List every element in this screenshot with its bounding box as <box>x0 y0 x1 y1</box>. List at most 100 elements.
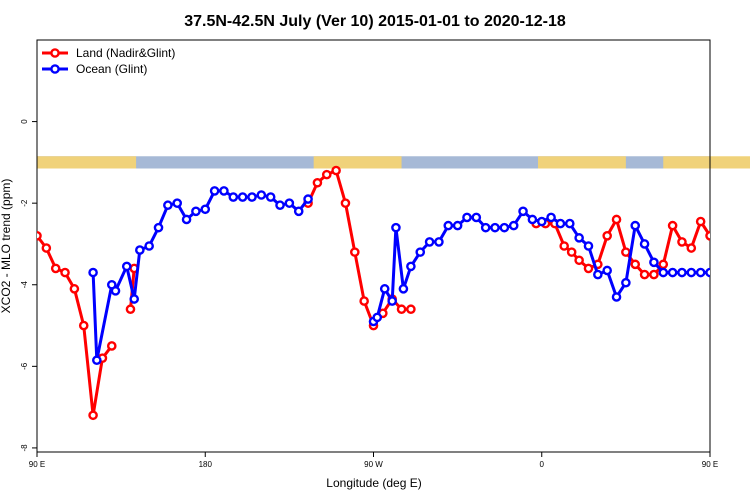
legend-marker-land <box>50 48 60 58</box>
series-0-point <box>716 249 723 256</box>
series-0-point <box>125 304 136 315</box>
series-0-point <box>69 284 80 294</box>
series-1-point <box>379 284 390 294</box>
series-1-line-0 <box>91 189 310 362</box>
series-1-point <box>658 267 669 278</box>
x-tick-label-4: 90 E <box>702 460 718 469</box>
y-axis-label: XCO2 - MLO trend (ppm) <box>0 179 13 314</box>
series-1-point <box>129 294 140 304</box>
series-1-point <box>265 192 276 202</box>
series-1-point <box>387 296 397 306</box>
series-1-point <box>499 222 510 233</box>
series-1-point <box>677 267 687 278</box>
series-0-point <box>321 169 332 180</box>
series-1-point <box>228 192 239 202</box>
land-segment-1 <box>313 156 402 169</box>
series-1-point <box>153 222 164 233</box>
series-1-point <box>462 212 472 223</box>
x-tick-label-3: 0 <box>540 460 545 469</box>
chart-title: 37.5N-42.5N July (Ver 10) 2015-01-01 to … <box>184 13 566 30</box>
series-1-point <box>716 269 723 276</box>
series-1-point <box>564 218 575 229</box>
series-1-point <box>121 261 132 272</box>
series-1-point <box>621 277 631 288</box>
series-1-point <box>695 267 706 278</box>
series-1-point <box>434 237 444 247</box>
series-0-point <box>41 243 52 253</box>
series-0-point <box>60 267 70 278</box>
series-1-point <box>110 286 121 296</box>
series-0-point <box>340 198 351 208</box>
series-0-point <box>602 231 612 241</box>
x-axis-label: Longitude (deg E) <box>326 476 421 490</box>
land-segment-0 <box>37 156 137 169</box>
series-1-point <box>630 220 641 231</box>
series-1-point <box>415 247 426 257</box>
series-0-point <box>639 269 650 280</box>
series-1-point <box>219 186 229 196</box>
series-1-point <box>135 245 145 255</box>
series-0-point <box>559 241 569 251</box>
series-1-point <box>88 267 98 278</box>
series-1-point <box>518 206 528 217</box>
series-1-point <box>508 220 519 231</box>
y-axis: 0 -2 -4 -6 -8 <box>20 119 37 451</box>
series-0-point <box>705 231 710 241</box>
series-0-point <box>350 247 360 257</box>
series-0-point <box>686 243 697 253</box>
series-0-point <box>106 341 117 351</box>
series-1-point <box>686 267 697 278</box>
series-1-point <box>744 269 750 276</box>
series-1-point <box>574 233 584 243</box>
series-1-point <box>256 190 267 200</box>
series-0-point <box>725 267 732 274</box>
series-1-point <box>406 261 416 272</box>
series-0-point <box>658 259 669 270</box>
series-0-point <box>744 285 750 292</box>
series-1-point <box>555 218 566 229</box>
x-tick-label-2: 90 W <box>364 460 383 469</box>
series-0-point <box>359 296 369 306</box>
series-1-point <box>725 269 732 276</box>
y-tick-label-1: -2 <box>20 199 29 207</box>
series-1-point <box>639 239 650 249</box>
land-ocean-strip <box>37 156 750 169</box>
series-1-point <box>527 214 538 225</box>
series-1-point <box>602 265 612 276</box>
series-0-point <box>78 320 89 331</box>
series-1-point <box>247 192 257 202</box>
series-0-point <box>50 263 61 274</box>
series-1-point <box>209 186 220 196</box>
series-1-point <box>705 267 710 278</box>
series-0-point <box>734 271 741 278</box>
series-1-point <box>172 198 183 208</box>
series-0-point <box>312 177 323 188</box>
series-1-point <box>546 212 556 223</box>
y-tick-label-3: -6 <box>20 362 29 370</box>
series-0-point <box>667 220 678 231</box>
series-0-point <box>406 304 416 315</box>
series-1-point <box>284 198 295 208</box>
series-1-point <box>92 355 102 366</box>
series-layer <box>37 165 750 421</box>
series-0-line-0 <box>37 234 113 417</box>
series-0-point <box>695 216 706 227</box>
series-1-point <box>480 222 491 233</box>
series-0-point <box>396 304 407 315</box>
land-segment-2 <box>538 156 626 169</box>
series-0-point <box>88 410 98 421</box>
series-0-point <box>611 214 622 225</box>
series-1-point <box>181 214 192 225</box>
series-1-point <box>471 212 482 223</box>
series-1-point <box>191 206 201 217</box>
series-1-point <box>611 292 622 302</box>
legend: Land (Nadir&Glint) Ocean (Glint) <box>42 46 175 76</box>
y-tick-label-2: -4 <box>20 281 29 289</box>
series-0-point <box>649 269 659 280</box>
series-1-point <box>583 241 594 251</box>
series-0-point <box>574 255 584 266</box>
series-1-point <box>372 312 383 323</box>
series-1-point <box>275 200 285 211</box>
